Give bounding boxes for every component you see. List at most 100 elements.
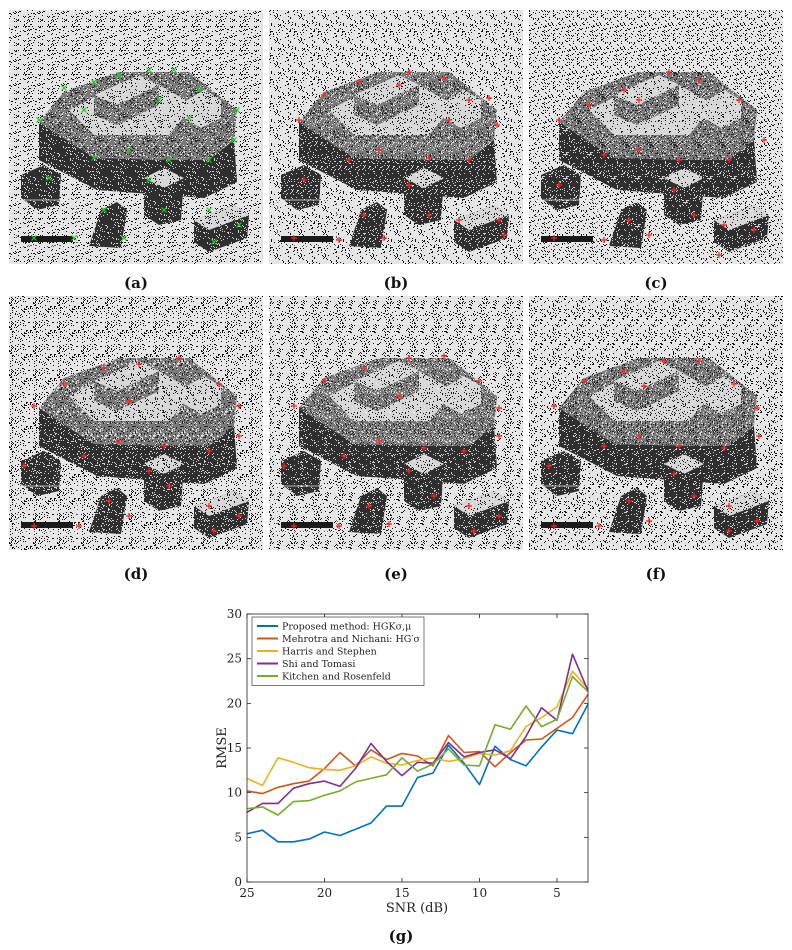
panel-b-image [269,10,523,264]
corner-marker [751,227,757,233]
corner-marker [431,493,437,499]
corner-marker [206,503,212,509]
corner-marker [496,405,502,411]
corner-marker [196,87,202,93]
x-axis-label: SNR (dB) [386,901,448,916]
corner-marker [626,217,632,223]
corner-marker [494,122,500,128]
corner-marker [501,232,507,238]
y-tick-label: 15 [227,741,242,755]
corner-marker [81,107,87,113]
corner-marker [31,403,37,409]
corner-marker [206,157,212,163]
corner-marker [761,137,767,143]
corner-marker [621,368,627,374]
corner-marker [216,381,222,387]
corner-marker [486,95,492,101]
x-tick-label: 25 [239,886,254,900]
series-line-1 [246,703,589,843]
noisy-scene-svg [9,296,263,550]
corner-marker [691,212,697,218]
corner-marker [116,438,122,444]
corner-marker [126,513,132,519]
corner-marker [176,355,182,361]
corner-marker [156,97,162,103]
corner-marker [146,67,152,73]
noisy-scene-svg [269,296,523,550]
corner-marker [101,365,107,371]
caption-f: (f) [645,565,667,583]
corner-marker [641,383,647,389]
corner-marker [406,182,412,188]
corner-marker [171,67,177,73]
y-tick-label: 25 [227,652,242,666]
corner-marker [341,453,347,459]
corner-marker [21,463,27,469]
corner-marker [236,433,242,439]
rmse-vs-snr-chart: 0 5 10 15 20 25 30 25 20 15 10 5 Proposed method: H… [215,607,589,916]
corner-marker [281,463,287,469]
corner-marker [116,72,122,78]
series-line-3 [246,670,589,787]
caption-b: (b) [383,274,409,292]
corner-marker [166,157,172,163]
corner-marker [291,523,297,529]
corner-marker [721,445,727,451]
corner-marker [161,443,167,449]
corner-marker [716,252,722,258]
corner-marker [211,239,217,245]
corner-marker [301,177,307,183]
corner-marker [346,157,352,163]
corner-marker [636,433,642,439]
legend-entry: Harris and Stephen [282,647,377,658]
corner-marker [91,79,97,85]
corner-marker [81,453,87,459]
corner-marker [356,79,362,85]
corner-marker [206,207,212,213]
corner-marker [336,523,342,529]
corner-marker [396,393,402,399]
corner-marker [321,92,327,98]
corner-marker [636,147,642,153]
corner-marker [726,528,732,534]
panel-d-image [9,296,263,550]
corner-marker [726,503,732,509]
corner-marker [101,207,107,213]
corner-marker [466,503,472,509]
corner-marker [646,518,652,524]
corner-marker [426,212,432,218]
corner-marker [161,207,167,213]
corner-marker [61,381,67,387]
legend-entry: Kitchen and Rosenfeld [282,672,391,683]
corner-marker [601,443,607,449]
panel-c-image [529,10,783,264]
corner-marker [296,117,302,123]
corner-marker [361,212,367,218]
corner-marker [736,97,742,103]
noisy-scene-svg [9,10,263,264]
x-tick-label: 5 [553,886,561,900]
corner-marker [476,378,482,384]
corner-marker [496,433,502,439]
corner-marker [291,403,297,409]
corner-marker [106,498,112,504]
corner-marker [136,361,142,367]
corner-marker [696,358,702,364]
corner-marker [551,235,557,241]
corner-marker [211,528,217,534]
panel-a-image [9,10,263,264]
corner-marker [381,235,387,241]
noisy-scene-svg [529,10,783,264]
corner-marker [721,222,727,228]
corner-marker [556,182,562,188]
caption-g: (g) [388,927,414,945]
corner-marker [166,483,172,489]
corner-marker [36,117,42,123]
corner-marker [31,235,37,241]
noisy-scene-svg [529,296,783,550]
corner-marker [601,152,607,158]
noisy-scene-svg [269,10,523,264]
legend-entry: Shi and Tomasi [282,659,355,670]
corner-marker [366,503,372,509]
